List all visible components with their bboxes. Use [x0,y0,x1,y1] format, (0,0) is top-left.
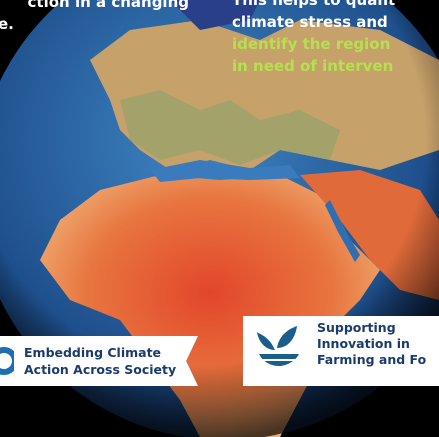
card-embedding[interactable]: Embedding Climate Action Across Society [0,336,198,386]
card-title: Embedding Climate [24,344,161,361]
card-supporting[interactable]: Supporting Innovation in Farming and Fo [243,316,439,386]
card-title: Supporting [317,320,396,336]
page: ction in a changing e. This helps to qua… [0,0,439,437]
intro-text: ction in a changing [28,0,189,13]
card-title: Action Across Society [24,361,176,378]
info-text: in need of interven [232,55,393,77]
card-icon [255,322,305,372]
card-title: Innovation in [317,336,410,352]
card-title: Farming and Fo [317,352,426,368]
intro-text: e. [0,13,14,35]
info-text: This helps to quant [232,0,395,11]
card-icon [0,336,14,386]
info-text: climate stress and [232,11,388,33]
info-text: identify the region [232,33,390,55]
